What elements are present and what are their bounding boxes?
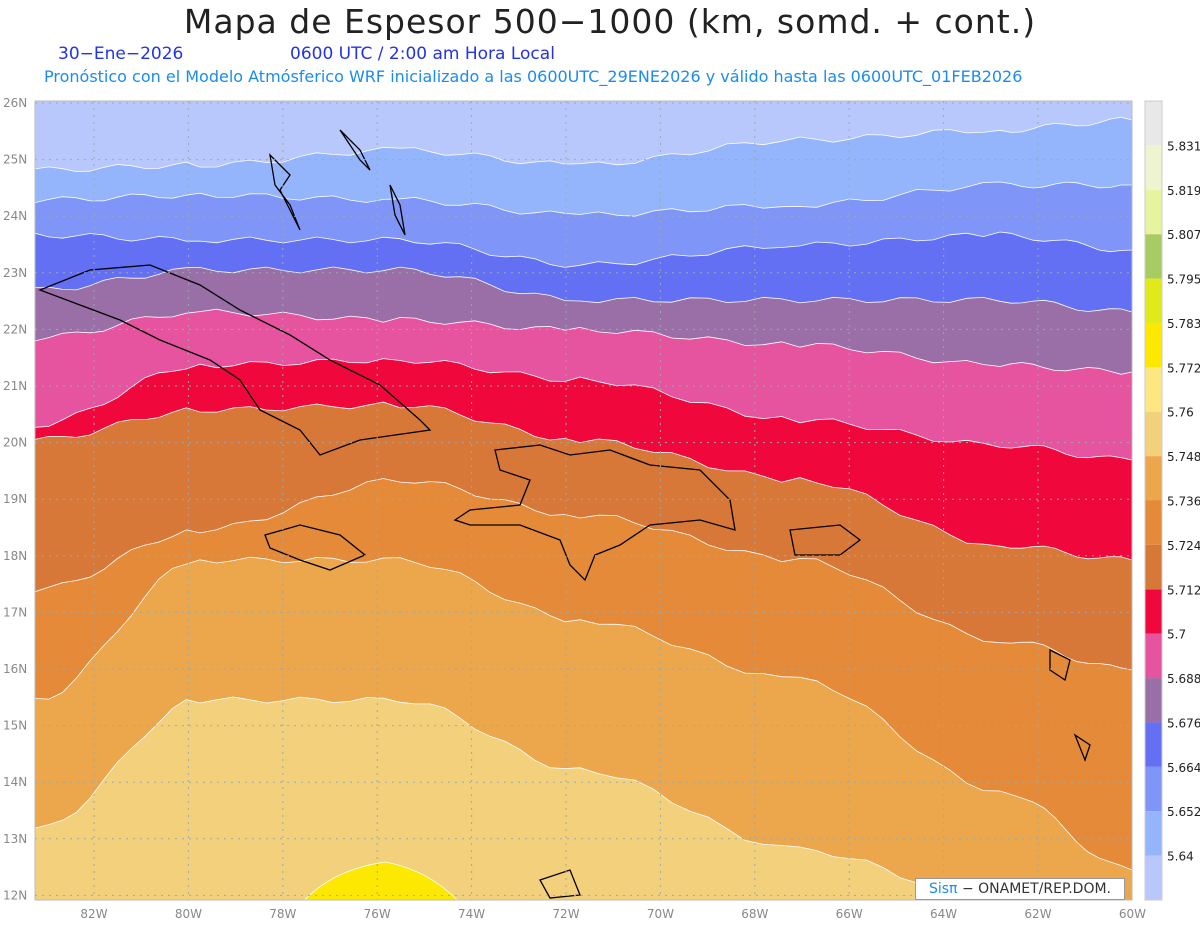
lon-tick-label: 80W [175, 907, 202, 921]
colorbar-segment [1145, 811, 1162, 856]
colorbar-segment [1145, 234, 1162, 279]
coastline [453, 444, 736, 582]
logo-brand: Sisπ [928, 881, 958, 897]
colorbar-label: 5.652 [1167, 805, 1200, 819]
lat-tick-label: 25N [3, 153, 27, 167]
colorbar-label: 5.807 [1167, 228, 1200, 242]
lon-tick-label: 62W [1024, 907, 1051, 921]
colorbar-segment [1145, 411, 1162, 457]
colorbar-label: 5.795 [1167, 273, 1200, 287]
coastline [264, 524, 367, 571]
map-title: Mapa de Espesor 500−1000 (km, somd. + co… [183, 2, 1037, 41]
forecast-date: 30−Ene−2026 [58, 44, 184, 64]
lon-tick-label: 66W [836, 907, 863, 921]
colorbar-frame [1144, 100, 1163, 901]
coastline [1049, 648, 1071, 682]
lat-tick-label: 19N [3, 492, 27, 506]
colorbar-label: 5.676 [1167, 716, 1200, 730]
lat-tick-label: 23N [3, 266, 27, 280]
colorbar-segment [1145, 678, 1162, 723]
colorbar-segment [1145, 322, 1162, 368]
lon-tick-label: 78W [269, 907, 296, 921]
lon-tick-label: 60W [1119, 907, 1146, 921]
lat-tick-label: 18N [3, 549, 27, 563]
thickness-band [35, 696, 1132, 900]
colorbar-label: 5.772 [1167, 361, 1200, 375]
colorbar-segment [1145, 589, 1162, 634]
lon-tick-label: 70W [647, 907, 674, 921]
lat-tick-label: 22N [3, 322, 27, 336]
colorbar-label: 5.664 [1167, 761, 1200, 775]
colorbar-segment [1145, 189, 1162, 235]
lat-tick-label: 16N [3, 662, 27, 676]
lat-tick-label: 15N [3, 719, 27, 733]
colorbar-segment [1145, 855, 1162, 900]
lon-tick-label: 76W [364, 907, 391, 921]
lon-tick-label: 74W [458, 907, 485, 921]
coastline [789, 524, 862, 556]
lat-tick-label: 26N [3, 96, 27, 110]
lon-tick-label: 64W [930, 907, 957, 921]
lat-tick-label: 20N [3, 436, 27, 450]
colorbar-label: 5.64 [1167, 850, 1194, 864]
model-subtitle: Pronóstico con el Modelo Atmósferico WRF… [44, 67, 1023, 86]
colorbar-label: 5.783 [1167, 317, 1200, 331]
colorbar-segment [1145, 500, 1162, 545]
colorbar-label: 5.712 [1167, 583, 1200, 597]
lat-tick-label: 13N [3, 832, 27, 846]
colorbar-label: 5.724 [1167, 539, 1200, 553]
coastline [1073, 733, 1091, 762]
coastline [339, 129, 371, 171]
colorbar-segment [1145, 633, 1162, 679]
lon-tick-label: 72W [552, 907, 579, 921]
colorbar-segment [1145, 367, 1162, 412]
lat-tick-label: 21N [3, 379, 27, 393]
lat-tick-label: 14N [3, 775, 27, 789]
colorbar-label: 5.76 [1167, 406, 1194, 420]
colorbar-segment [1145, 101, 1162, 146]
coastline [269, 153, 301, 231]
logo-text: − ONAMET/REP.DOM. [961, 881, 1111, 897]
colorbar-segment [1145, 145, 1162, 190]
lat-tick-label: 24N [3, 209, 27, 223]
colorbar-segment [1145, 544, 1162, 590]
map-frame [34, 100, 1133, 901]
lon-tick-label: 68W [741, 907, 768, 921]
lon-tick-label: 82W [80, 907, 107, 921]
colorbar-label: 5.819 [1167, 184, 1200, 198]
coastline [539, 869, 581, 899]
colorbar-label: 5.688 [1167, 672, 1200, 686]
colorbar-segment [1145, 722, 1162, 767]
colorbar-segment [1145, 456, 1162, 501]
colorbar-segment [1145, 766, 1162, 812]
colorbar-label: 5.831 [1167, 139, 1200, 153]
colorbar-label: 5.736 [1167, 495, 1200, 509]
colorbar-label: 5.748 [1167, 450, 1200, 464]
colorbar-segment [1145, 278, 1162, 323]
forecast-time: 0600 UTC / 2:00 am Hora Local [290, 44, 555, 64]
lat-tick-label: 17N [3, 605, 27, 619]
coastline [389, 184, 406, 236]
colorbar-label: 5.7 [1167, 628, 1186, 642]
coastline [38, 264, 432, 456]
lat-tick-label: 12N [3, 888, 27, 902]
thickness-band [304, 861, 458, 900]
logo-credit: Sisπ − ONAMET/REP.DOM. [915, 878, 1125, 900]
